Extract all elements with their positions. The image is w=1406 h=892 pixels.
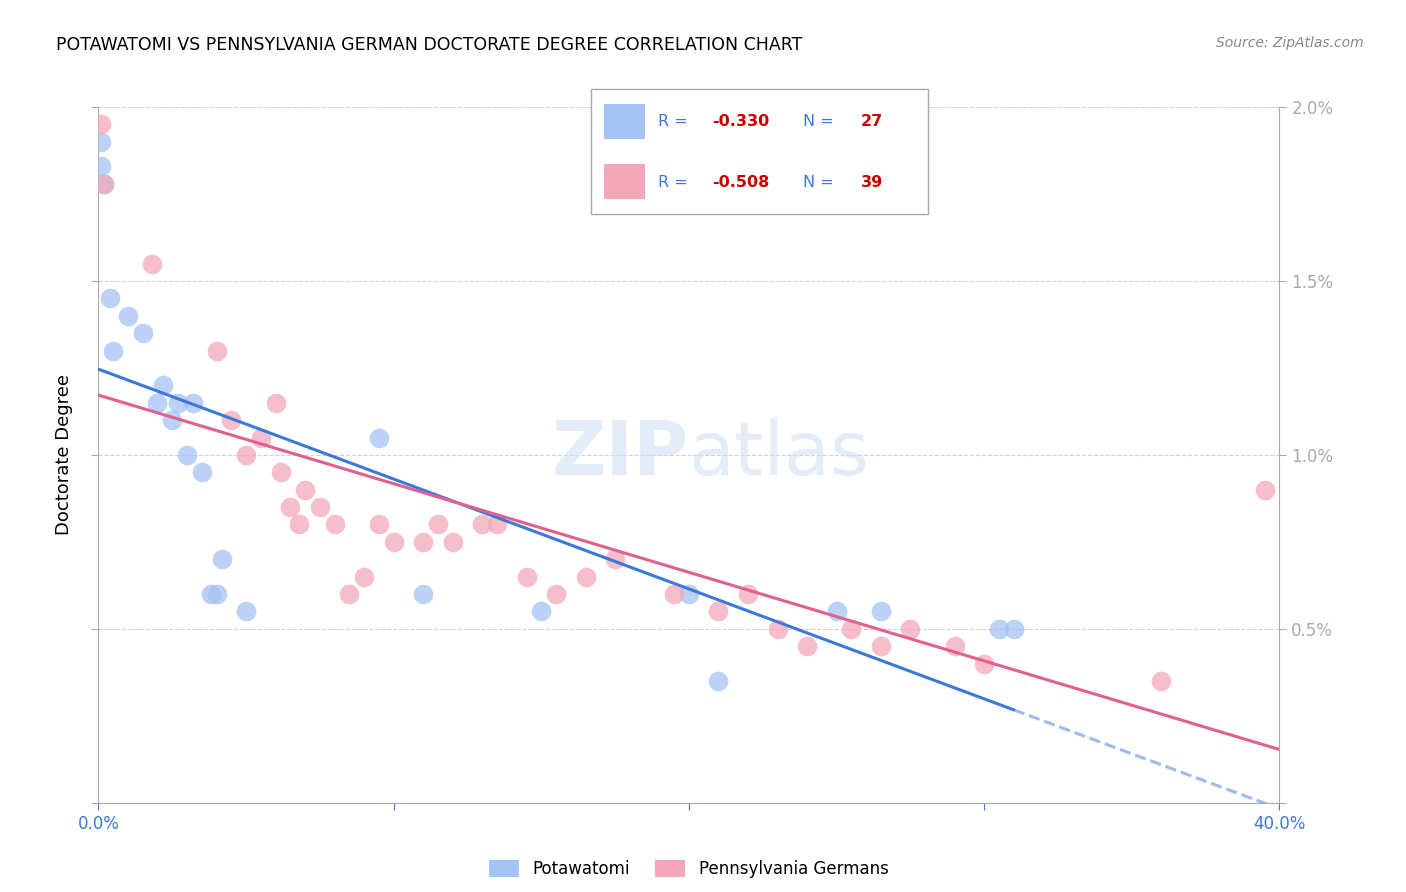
Point [167,396,190,410]
Text: atlas: atlas [689,418,870,491]
Point [678,587,700,601]
Point [1254,483,1277,497]
Text: R =: R = [658,175,693,190]
Text: -0.330: -0.330 [711,113,769,128]
Text: -0.508: -0.508 [711,175,769,190]
Point [605,552,627,566]
Point [176,448,198,462]
Point [235,448,257,462]
Point [530,605,553,619]
Point [181,396,204,410]
Point [235,605,257,619]
Point [368,517,391,532]
Legend: Potawatomi, Pennsylvania Germans: Potawatomi, Pennsylvania Germans [482,854,896,885]
Text: 39: 39 [860,175,883,190]
Point [270,466,292,480]
Point [294,483,316,497]
Point [973,657,995,671]
Point [1002,622,1025,636]
Point [368,431,391,445]
Point [219,413,242,427]
Point [152,378,174,392]
Point [191,466,214,480]
Point [205,343,228,358]
Bar [605,164,644,199]
Point [987,622,1010,636]
Text: Source: ZipAtlas.com: Source: ZipAtlas.com [1216,36,1364,50]
Point [943,639,966,653]
Point [471,517,494,532]
Point [412,535,434,549]
Point [205,587,228,601]
Point [707,674,730,689]
Point [737,587,759,601]
Point [339,587,360,601]
Point [117,309,139,323]
Point [323,517,346,532]
Point [278,500,302,514]
Point [412,587,434,601]
Point [441,535,464,549]
Point [90,159,112,173]
Point [427,517,450,532]
Text: ZIP: ZIP [551,418,689,491]
Point [841,622,863,636]
Text: R =: R = [658,113,693,128]
Point [766,622,789,636]
Point [825,605,848,619]
Point [796,639,818,653]
Point [869,639,891,653]
Point [90,117,112,131]
Point [1150,674,1173,689]
Point [546,587,568,601]
Point [132,326,155,341]
Point [707,605,730,619]
Text: N =: N = [803,175,839,190]
Point [250,431,273,445]
Point [264,396,287,410]
Point [141,257,163,271]
Point [382,535,405,549]
Point [162,413,183,427]
Point [574,570,596,584]
Bar [605,104,644,139]
Point [90,135,112,149]
Point [486,517,509,532]
Point [900,622,922,636]
Y-axis label: Doctorate Degree: Doctorate Degree [55,375,73,535]
Point [309,500,332,514]
Text: N =: N = [803,113,839,128]
Point [93,177,115,191]
FancyBboxPatch shape [591,89,928,214]
Text: 27: 27 [860,113,883,128]
Point [98,291,121,305]
Point [93,177,115,191]
Point [515,570,537,584]
Point [211,552,233,566]
Point [200,587,222,601]
Point [288,517,311,532]
Point [869,605,891,619]
Point [146,396,169,410]
Point [664,587,686,601]
Point [103,343,125,358]
Text: POTAWATOMI VS PENNSYLVANIA GERMAN DOCTORATE DEGREE CORRELATION CHART: POTAWATOMI VS PENNSYLVANIA GERMAN DOCTOR… [56,36,803,54]
Point [353,570,375,584]
